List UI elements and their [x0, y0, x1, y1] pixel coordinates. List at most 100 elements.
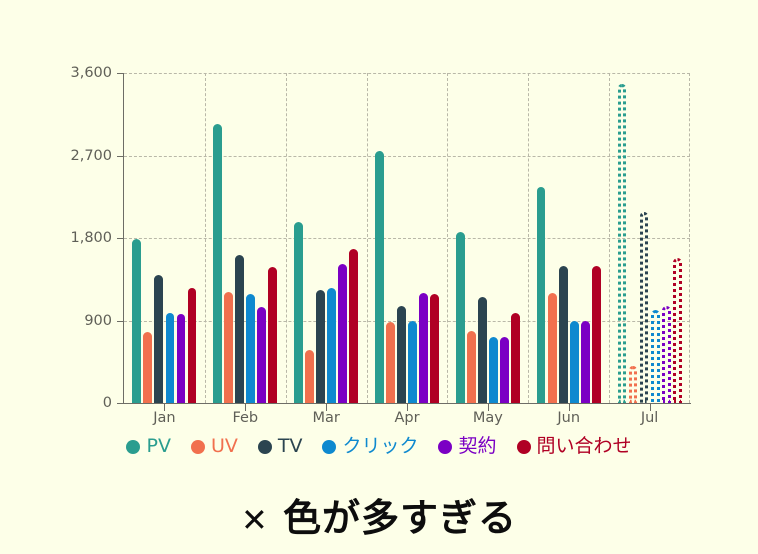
gridline-vertical: [689, 73, 690, 403]
y-axis-tick: [117, 320, 124, 322]
bar: [672, 258, 682, 403]
bar: [176, 314, 186, 403]
bar: [650, 310, 660, 403]
bar: [466, 330, 476, 403]
bar: [268, 267, 278, 403]
bar: [397, 305, 406, 403]
y-axis-tick-label: 0: [102, 395, 112, 411]
bar: [143, 331, 153, 403]
legend-item[interactable]: クリック: [322, 437, 418, 456]
gridline-horizontal: [124, 238, 690, 239]
plot-area: [124, 73, 690, 403]
x-axis-tick: [326, 403, 328, 411]
x-axis-tick-label: Mar: [312, 410, 340, 426]
gridline-vertical: [609, 73, 611, 403]
bar: [235, 255, 245, 403]
bar: [500, 337, 509, 403]
bar: [213, 124, 223, 403]
x-axis-tick: [164, 403, 166, 411]
legend-item[interactable]: PV: [126, 435, 171, 457]
bar: [257, 306, 267, 403]
x-axis-tick-label: Jan: [153, 410, 176, 426]
x-axis-tick: [245, 403, 247, 411]
bar: [536, 186, 546, 403]
x-axis-tick: [487, 403, 489, 411]
legend-swatch-icon: [322, 439, 337, 454]
bar: [488, 337, 498, 403]
bar: [580, 321, 590, 403]
bar: [558, 265, 568, 403]
y-axis-tick: [117, 403, 124, 404]
bar: [187, 288, 197, 403]
chart-legend: PV UV TV クリック 契約 問い合わせ: [0, 437, 758, 456]
legend-item-label: 問い合わせ: [536, 435, 632, 457]
bar: [165, 313, 175, 403]
bar: [591, 265, 601, 403]
bar: [374, 150, 384, 403]
gridline-vertical: [528, 73, 530, 403]
caption-text: 色が多すぎる: [283, 496, 518, 540]
bar: [455, 231, 465, 403]
bar: [316, 290, 326, 403]
bar: [338, 263, 348, 403]
caption: ✕ 色が多すぎる: [0, 487, 758, 542]
y-axis-tick: [117, 155, 124, 157]
bar: [569, 321, 579, 403]
x-axis-tick: [407, 403, 408, 411]
bar: [430, 293, 440, 403]
bar: [547, 293, 557, 403]
bar: [661, 305, 671, 403]
legend-item-label: 契約: [458, 435, 497, 457]
legend-item[interactable]: 契約: [438, 435, 497, 457]
gridline-horizontal: [124, 155, 690, 157]
legend-swatch-icon: [126, 439, 141, 454]
bar: [246, 293, 256, 403]
legend-swatch-icon: [438, 439, 453, 454]
bar: [511, 313, 520, 403]
gridline-vertical: [366, 73, 368, 403]
legend-swatch-icon: [190, 439, 205, 454]
gridline-vertical: [204, 73, 206, 403]
bar: [132, 238, 142, 403]
y-axis-tick-label: 2,700: [70, 147, 112, 164]
gridline-vertical: [447, 73, 449, 403]
y-axis-tick-label: 900: [84, 312, 112, 329]
bar: [639, 212, 649, 403]
y-axis-tick: [117, 238, 124, 239]
bar: [349, 249, 359, 403]
y-axis-tick-label: 3,600: [70, 65, 112, 81]
y-axis-tick: [117, 73, 124, 74]
x-axis-tick: [568, 403, 570, 411]
bar: [386, 322, 395, 403]
bar: [628, 366, 638, 403]
legend-item[interactable]: TV: [257, 437, 302, 456]
legend-item-label: UV: [210, 435, 238, 457]
legend-item[interactable]: UV: [190, 435, 238, 457]
y-axis-tick-label: 1,800: [70, 230, 112, 246]
bar: [224, 292, 234, 403]
bar: [305, 349, 314, 403]
legend-swatch-icon: [257, 439, 272, 454]
bar: [154, 274, 164, 403]
x-axis-tick-label: Apr: [394, 410, 420, 426]
cross-icon: ✕: [240, 501, 269, 539]
bar: [294, 221, 303, 403]
bar: [419, 293, 428, 403]
x-axis-tick: [649, 403, 651, 411]
gridline-vertical: [285, 73, 287, 403]
gridline-horizontal: [124, 320, 690, 322]
legend-item[interactable]: 問い合わせ: [516, 435, 632, 457]
x-axis-tick-label: Feb: [232, 410, 259, 426]
legend-swatch-icon: [516, 439, 531, 454]
x-axis-tick-label: Jun: [557, 410, 581, 426]
bar: [408, 321, 417, 403]
x-axis-tick-label: Jul: [640, 410, 659, 426]
legend-item-label: クリック: [342, 435, 419, 457]
x-axis-tick-label: May: [472, 410, 503, 426]
legend-item-label: PV: [146, 435, 171, 457]
bar: [617, 84, 627, 403]
gridline-horizontal: [124, 73, 690, 74]
bar: [477, 296, 487, 403]
bar: [327, 288, 337, 403]
